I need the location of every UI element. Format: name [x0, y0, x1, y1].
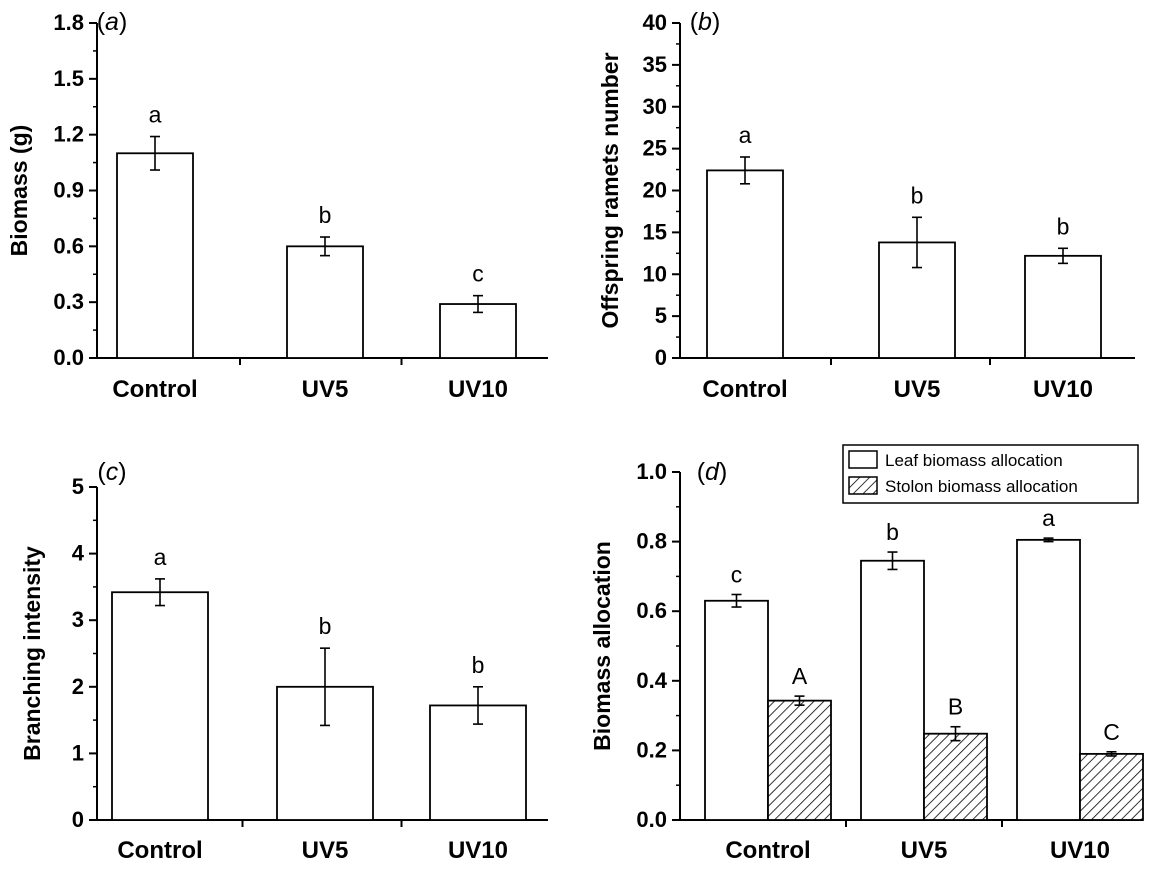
legend-label: Stolon biomass allocation [885, 477, 1078, 496]
y-tick-label: 5 [655, 303, 667, 328]
x-category-label: UV10 [448, 837, 508, 864]
panel-label: (c) [97, 458, 126, 486]
y-tick-label: 0.0 [53, 345, 84, 370]
y-tick-label: 0.6 [636, 598, 667, 623]
legend-swatch [848, 476, 878, 495]
legend-box [842, 444, 1139, 504]
y-tick-label: 15 [643, 219, 667, 244]
y-tick-label: 0.3 [53, 289, 84, 314]
x-category-label: UV5 [901, 837, 948, 864]
panel-b: 0 5 10 15 20 25 30 35 40 Control UV5 UV10 Offspring … [597, 8, 1135, 403]
y-tick-label: 1.0 [636, 459, 667, 484]
y-tick-label: 3 [72, 607, 84, 632]
y-axis-title: Branching intensity [19, 546, 45, 761]
y-tick-label: 2 [72, 674, 84, 699]
significance-letter: a [1042, 505, 1055, 531]
significance-letter: b [319, 202, 332, 228]
y-tick-label: 0 [72, 807, 84, 832]
significance-letter: b [472, 652, 485, 678]
x-category-label: UV5 [894, 376, 941, 403]
leaf-bar [704, 599, 769, 821]
panel-label: (b) [690, 8, 721, 36]
y-tick-label: 5 [72, 474, 84, 499]
y-tick-label: 4 [72, 541, 85, 566]
significance-letter: A [792, 663, 808, 689]
legend-label: Leaf biomass allocation [885, 451, 1063, 470]
y-tick-label: 0.9 [53, 178, 84, 203]
panel-letter: b [698, 8, 712, 36]
x-category-label: UV10 [448, 376, 508, 403]
x-category-label: UV5 [302, 376, 349, 403]
y-axis-title: Biomass (g) [6, 125, 32, 257]
panel-a: 0.0 0.3 0.6 0.9 1.2 1.5 1.8 Control UV5 UV10 Bioma… [6, 8, 548, 403]
panel-letter: d [705, 458, 720, 486]
y-tick-label: 35 [643, 52, 667, 77]
y-tick-label: 40 [643, 10, 667, 35]
significance-letter: C [1103, 719, 1120, 745]
legend: Leaf biomass allocation Stolon biomass al… [842, 444, 1139, 504]
leaf-bar [860, 559, 925, 821]
panel-label: (d) [697, 458, 728, 486]
significance-letter: a [739, 122, 752, 148]
y-tick-label: 0.2 [636, 737, 667, 762]
y-tick-label: 0.4 [636, 668, 667, 693]
y-axis-title: Offspring ramets number [597, 52, 623, 328]
significance-letter: c [731, 561, 743, 587]
x-category-label: Control [725, 837, 810, 864]
panel-c: 0 1 2 3 4 5 Control UV5 UV10 Branching intensity (… [19, 458, 548, 864]
bar [1024, 254, 1102, 359]
y-tick-label: 1.8 [53, 10, 84, 35]
y-tick-label: 1 [72, 740, 84, 765]
y-axis-title: Biomass allocation [589, 541, 615, 751]
bar [286, 245, 364, 359]
stolon-bar [767, 699, 832, 821]
significance-letter: b [319, 613, 332, 639]
y-tick-label: 30 [643, 94, 667, 119]
significance-letter: b [1057, 213, 1070, 239]
significance-letter: a [149, 102, 162, 128]
y-tick-label: 25 [643, 136, 667, 161]
y-tick-label: 20 [643, 178, 667, 203]
bar [706, 169, 784, 359]
bar [116, 152, 194, 359]
x-category-label: Control [702, 376, 787, 403]
legend-swatch [848, 450, 878, 469]
leaf-bar [1016, 538, 1081, 821]
y-tick-label: 10 [643, 261, 667, 286]
significance-letter: B [948, 694, 963, 720]
y-tick-label: 0.8 [636, 529, 667, 554]
y-tick-label: 0.0 [636, 807, 667, 832]
x-category-label: Control [112, 376, 197, 403]
x-category-label: UV10 [1050, 837, 1110, 864]
panel-letter: c [106, 458, 119, 486]
x-category-label: Control [117, 837, 202, 864]
y-tick-label: 1.5 [53, 66, 84, 91]
panel-d: 0.0 0.2 0.4 0.6 0.8 1.0 Control UV5 UV10 Biomass … [589, 444, 1144, 864]
panel-label: (a) [97, 8, 128, 36]
y-tick-label: 0.6 [53, 233, 84, 258]
y-tick-label: 1.2 [53, 122, 84, 147]
bar [111, 591, 209, 821]
stolon-bar [1079, 752, 1144, 821]
significance-letter: b [911, 182, 924, 208]
x-category-label: UV5 [302, 837, 349, 864]
y-tick-label: 0 [655, 345, 667, 370]
x-category-label: UV10 [1033, 376, 1093, 403]
significance-letter: b [886, 519, 899, 545]
panel-letter: a [105, 8, 119, 36]
stolon-bar [923, 732, 988, 821]
significance-letter: c [472, 261, 484, 287]
significance-letter: a [154, 544, 167, 570]
